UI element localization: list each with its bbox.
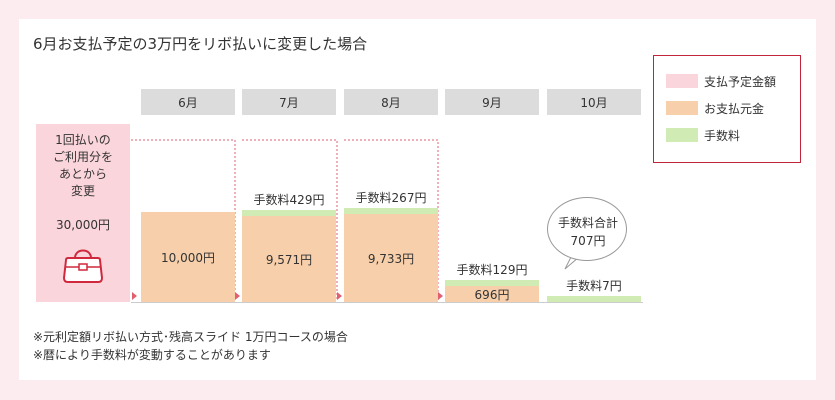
total-fee-bubble: 手数料合計 707円: [547, 197, 627, 261]
legend-label: 手数料: [704, 129, 741, 143]
carryover-arrow: [235, 292, 240, 300]
carryover-arrow: [438, 292, 443, 300]
guide-line: [131, 139, 236, 300]
legend-swatch: [666, 101, 698, 115]
fee-bar: [445, 280, 539, 286]
handbag-icon: [62, 249, 104, 283]
fee-label: 手数料7円: [566, 279, 622, 293]
lead-line: ご利用分を: [52, 150, 113, 164]
legend-swatch: [666, 74, 698, 88]
principal-bar: [445, 286, 539, 302]
month-header: 10月: [547, 89, 641, 115]
principal-bar: [344, 214, 438, 302]
principal-label: 9,733円: [367, 252, 415, 267]
carryover-arrow: [132, 292, 137, 300]
carryover-guide-lines: [131, 139, 439, 300]
fee-bar: [242, 209, 336, 216]
chart-baseline: [131, 302, 643, 303]
principal-bar: [141, 212, 235, 302]
scheduled-payment-amount: 30,000円: [56, 218, 110, 232]
legend-label: お支払元金: [704, 102, 765, 116]
month-header: 7月: [242, 89, 336, 115]
carryover-arrow: [337, 292, 342, 300]
principal-label: 10,000円: [161, 251, 215, 265]
chart-title: 6月お支払予定の3万円をリボ払いに変更した場合: [33, 35, 368, 53]
legend-label: 支払予定金額: [704, 75, 777, 89]
month-header: 8月: [344, 89, 438, 115]
scheduled-payment-text: 1回払いの ご利用分を あとから 変更: [36, 132, 130, 200]
total-fee-value: 707円: [570, 234, 606, 248]
month-header: 6月: [141, 89, 235, 115]
guide-line: [242, 139, 338, 300]
footnote: ※元利定額リボ払い方式･残高スライド 1万円コースの場合: [33, 330, 348, 344]
fee-label: 手数料267円: [355, 191, 427, 206]
month-header: 9月: [445, 89, 539, 115]
fee-bar: [547, 296, 641, 302]
guide-line: [344, 139, 439, 300]
total-fee-title: 手数料合計: [557, 216, 618, 230]
lead-line: 変更: [70, 184, 95, 198]
scheduled-payment-box: 1回払いの ご利用分を あとから 変更 30,000円: [36, 124, 130, 302]
fee-label: 手数料429円: [253, 192, 325, 207]
lead-line: 1回払いの: [55, 133, 111, 147]
footnote: ※暦により手数料が変動することがあります: [33, 348, 271, 362]
chart-card: 6月お支払予定の3万円をリボ払いに変更した場合 6月 7月 8月 9月 10月 1回払い…: [19, 19, 816, 380]
fee-bar: [344, 208, 438, 215]
principal-bar: [242, 215, 336, 302]
legend: 支払予定金額 お支払元金 手数料: [653, 55, 801, 163]
principal-label: 696円: [474, 288, 510, 302]
lead-line: あとから: [58, 167, 107, 181]
fee-label: 手数料129円: [456, 263, 528, 277]
legend-swatch: [666, 128, 698, 142]
principal-label: 9,571円: [265, 252, 313, 267]
